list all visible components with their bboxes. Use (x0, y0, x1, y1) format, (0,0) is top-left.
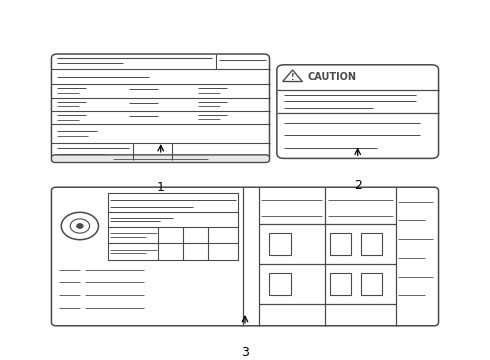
Bar (108, 193, 238, 260)
Bar (330, 233, 351, 255)
Bar (330, 273, 351, 295)
Bar (269, 233, 291, 255)
Text: !: ! (291, 73, 294, 82)
FancyBboxPatch shape (51, 155, 270, 162)
Text: 3: 3 (241, 346, 249, 359)
FancyBboxPatch shape (277, 65, 439, 158)
Text: 2: 2 (354, 179, 362, 192)
Circle shape (76, 224, 83, 229)
Bar (269, 273, 291, 295)
Bar (361, 273, 382, 295)
Text: CAUTION: CAUTION (307, 72, 356, 82)
Text: 1: 1 (157, 181, 165, 194)
FancyBboxPatch shape (51, 187, 439, 326)
FancyBboxPatch shape (51, 54, 270, 160)
Bar (361, 233, 382, 255)
